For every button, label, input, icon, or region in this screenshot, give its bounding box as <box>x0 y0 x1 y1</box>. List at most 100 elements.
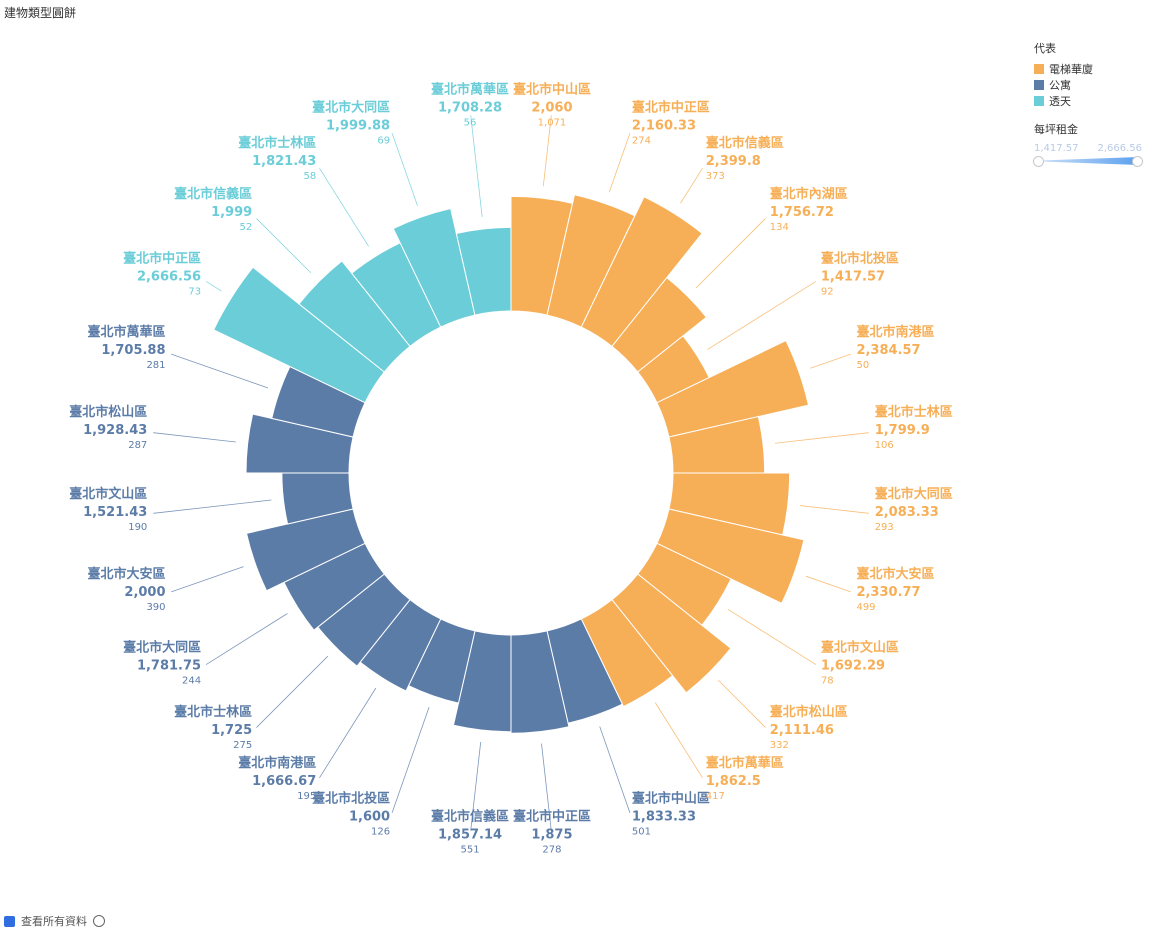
info-icon <box>93 915 105 927</box>
bar-segment[interactable] <box>611 573 732 694</box>
legend-item-elevator[interactable]: 電梯華廈 <box>1034 61 1144 77</box>
label-district: 臺北市士林區 <box>875 404 953 420</box>
label-count: 501 <box>632 826 651 837</box>
legend-title: 代表 <box>1034 42 1056 55</box>
data-label: 臺北市信義區 2,399.8 373 <box>706 135 784 182</box>
bar-segment[interactable] <box>298 260 411 373</box>
legend-item-townhouse[interactable]: 透天 <box>1034 93 1144 109</box>
data-label: 臺北市北投區 1,417.57 92 <box>821 250 899 297</box>
bar-segment[interactable] <box>580 196 703 348</box>
data-label: 臺北市中山區 1,833.33 501 <box>632 790 710 837</box>
label-value-label: 1,999 <box>211 205 252 220</box>
label-value-label: 2,160.33 <box>632 119 696 134</box>
label-value-label: 2,666.56 <box>137 269 201 284</box>
label-count: 126 <box>371 826 390 837</box>
label-count: 78 <box>821 676 834 687</box>
legend-item-apartment[interactable]: 公寓 <box>1034 77 1144 93</box>
label-count: 106 <box>875 440 894 451</box>
bar-segment[interactable] <box>611 276 708 373</box>
label-count: 332 <box>770 740 789 751</box>
label-district: 臺北市信義區 <box>431 809 509 825</box>
label-value-label: 1,821.43 <box>252 154 316 169</box>
data-label: 臺北市南港區 2,384.57 50 <box>856 324 934 371</box>
leader-line <box>470 741 482 831</box>
bar-segment[interactable] <box>213 266 386 404</box>
leader-line <box>680 167 703 204</box>
legend-label: 透天 <box>1049 95 1071 108</box>
leader-line <box>608 133 631 193</box>
label-value-label: 1,600 <box>349 809 390 824</box>
data-label: 臺北市南港區 1,666.67 195 <box>238 755 316 802</box>
label-value-label: 2,060 <box>531 100 572 115</box>
leader-line <box>695 218 766 289</box>
data-label: 臺北市萬華區 1,708.28 56 <box>431 81 509 128</box>
legend-swatch <box>1034 64 1044 74</box>
bar-segment[interactable] <box>392 207 476 328</box>
legend-swatch <box>1034 96 1044 106</box>
view-all-data-label: 查看所有資料 <box>21 915 87 928</box>
data-label: 臺北市大安區 2,330.77 499 <box>856 566 934 613</box>
data-label: 臺北市信義區 1,999 52 <box>174 186 252 233</box>
label-district: 臺北市萬華區 <box>431 81 509 97</box>
label-count: 92 <box>821 286 834 297</box>
data-label: 臺北市萬華區 1,862.5 417 <box>706 755 784 802</box>
label-district: 臺北市文山區 <box>821 640 899 656</box>
bar-segment[interactable] <box>245 508 366 592</box>
size-legend-min: 1,417.57 <box>1034 143 1079 154</box>
size-legend-max-handle[interactable] <box>1132 156 1143 167</box>
bar-segment[interactable] <box>580 598 674 708</box>
view-all-data[interactable]: 查看所有資料 <box>4 913 105 929</box>
bar-segment[interactable] <box>656 339 810 438</box>
label-district: 臺北市大同區 <box>312 100 390 116</box>
data-label: 臺北市松山區 1,928.43 287 <box>69 404 147 451</box>
label-count: 390 <box>146 602 165 613</box>
size-legend-slider[interactable] <box>1033 156 1143 167</box>
bar-segment[interactable] <box>510 630 570 734</box>
label-district: 臺北市南港區 <box>856 324 934 340</box>
label-district: 臺北市中山區 <box>513 81 591 97</box>
leader-line <box>153 432 236 443</box>
data-label: 臺北市大同區 1,999.88 69 <box>312 100 390 147</box>
label-count: 190 <box>128 522 147 533</box>
leader-line <box>256 218 312 274</box>
bar-segment[interactable] <box>245 413 354 474</box>
label-district: 臺北市中正區 <box>632 100 710 116</box>
legend-swatch <box>1034 80 1044 90</box>
label-count: 417 <box>706 791 725 802</box>
label-count: 73 <box>188 286 201 297</box>
size-legend-min-handle[interactable] <box>1033 156 1044 167</box>
label-value-label: 1,705.88 <box>101 343 165 358</box>
label-district: 臺北市中正區 <box>513 809 591 825</box>
leader-line <box>599 726 631 813</box>
label-value-label: 1,857.14 <box>438 828 502 843</box>
label-district: 臺北市內湖區 <box>770 186 848 202</box>
data-label: 臺北市北投區 1,600 126 <box>312 790 390 837</box>
label-value-label: 1,862.5 <box>706 774 761 789</box>
checkbox-icon <box>4 915 15 927</box>
data-label: 臺北市士林區 1,725 275 <box>174 704 252 751</box>
leader-line <box>805 575 851 593</box>
bar-segment[interactable] <box>455 226 512 316</box>
label-count: 274 <box>632 136 651 147</box>
leader-line <box>171 566 244 593</box>
leader-line <box>799 505 869 514</box>
bar-segment[interactable] <box>452 630 512 733</box>
label-district: 臺北市北投區 <box>312 790 390 806</box>
leader-line <box>153 499 272 514</box>
label-district: 臺北市中山區 <box>632 790 710 806</box>
size-legend-title: 每坪租金 <box>1034 123 1078 136</box>
data-label: 臺北市信義區 1,857.14 551 <box>431 809 509 856</box>
label-count: 287 <box>128 440 147 451</box>
label-value-label: 1,725 <box>211 723 252 738</box>
label-count: 551 <box>460 845 479 856</box>
label-count: 56 <box>464 117 477 128</box>
bar-segment[interactable] <box>656 508 805 605</box>
leader-line <box>391 133 418 206</box>
label-count: 50 <box>856 360 869 371</box>
data-label: 臺北市大同區 1,781.75 244 <box>123 640 201 687</box>
label-district: 臺北市萬華區 <box>88 324 166 340</box>
label-value-label: 1,521.43 <box>83 505 147 520</box>
label-count: 69 <box>377 136 390 147</box>
label-count: 499 <box>856 602 875 613</box>
label-count: 275 <box>233 740 252 751</box>
